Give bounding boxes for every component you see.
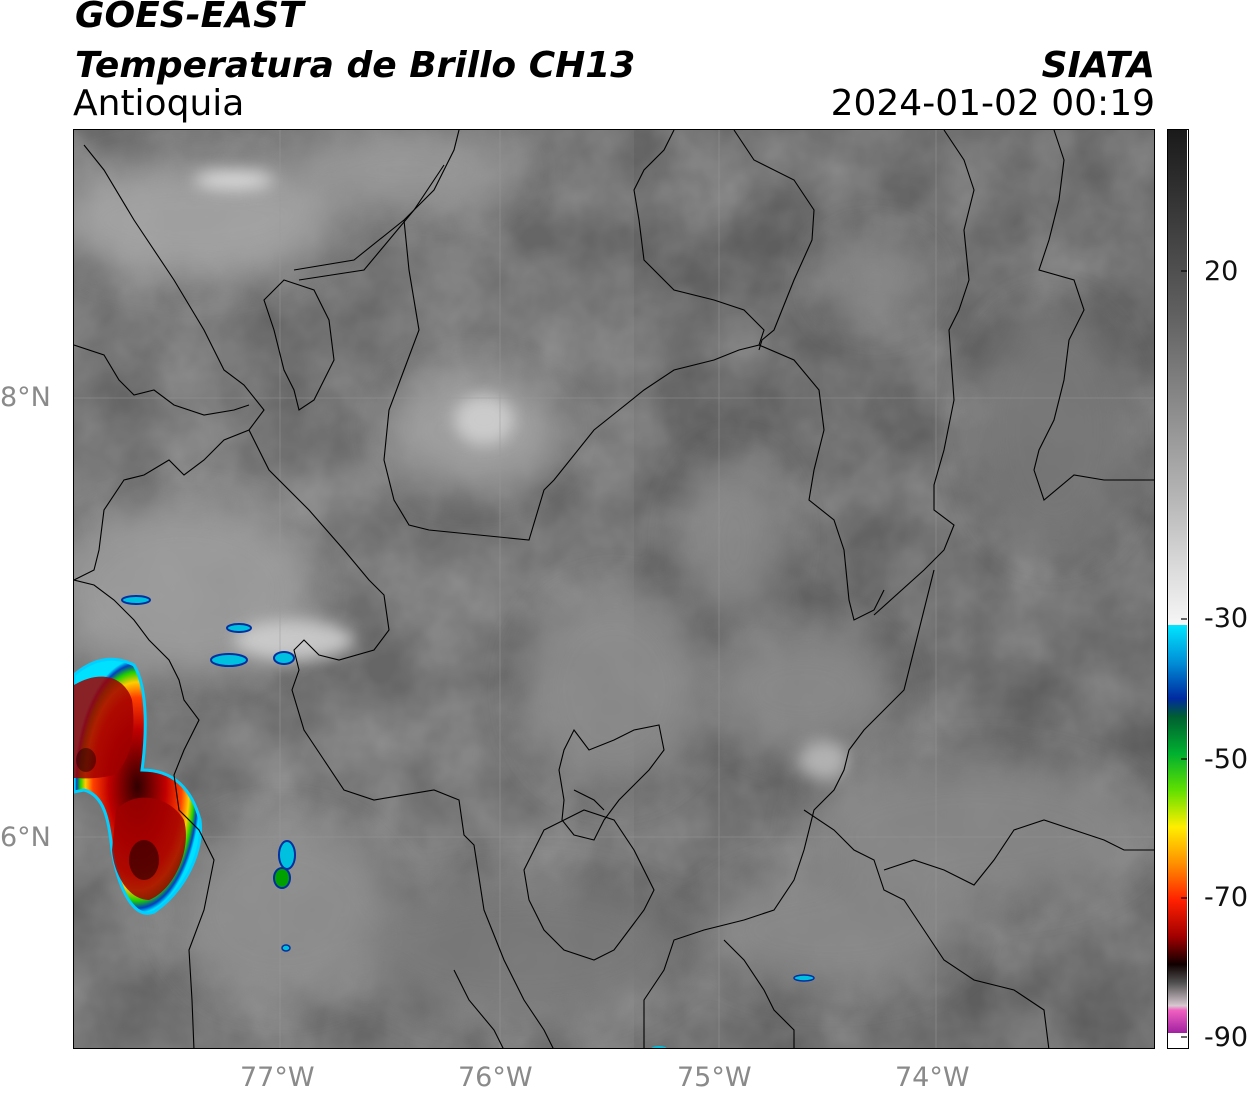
lon-tick-75W: 75°W	[677, 1062, 752, 1093]
lon-tick-76W: 76°W	[458, 1062, 533, 1093]
datetime-label: 2024-01-02 00:19	[830, 83, 1155, 124]
source-label: SIATA	[1041, 45, 1155, 86]
political-boundaries	[74, 130, 1154, 1048]
colorbar-tick-minus70: -70	[1204, 882, 1249, 913]
colorbar-tick-20: 20	[1204, 256, 1239, 287]
lat-tick-6N: 6°N	[0, 822, 51, 853]
lon-tick-77W: 77°W	[240, 1062, 315, 1093]
lat-tick-8N: 8°N	[0, 382, 51, 413]
convective-storm-cells	[74, 595, 815, 1048]
satellite-map	[73, 129, 1155, 1049]
product-title: Temperatura de Brillo CH13	[75, 45, 636, 86]
region-label: Antioquia	[73, 83, 245, 124]
colorbar-tick-minus30: -30	[1204, 603, 1249, 634]
satellite-title: GOES-EAST	[75, 0, 304, 36]
satellite-image	[74, 130, 1154, 1048]
colorbar-tick-minus90: -90	[1204, 1022, 1249, 1053]
temperature-colorbar	[1167, 129, 1189, 1049]
colorbar-gradient	[1168, 130, 1187, 1047]
lon-tick-74W: 74°W	[895, 1062, 970, 1093]
colorbar-tick-minus50: -50	[1204, 744, 1249, 775]
